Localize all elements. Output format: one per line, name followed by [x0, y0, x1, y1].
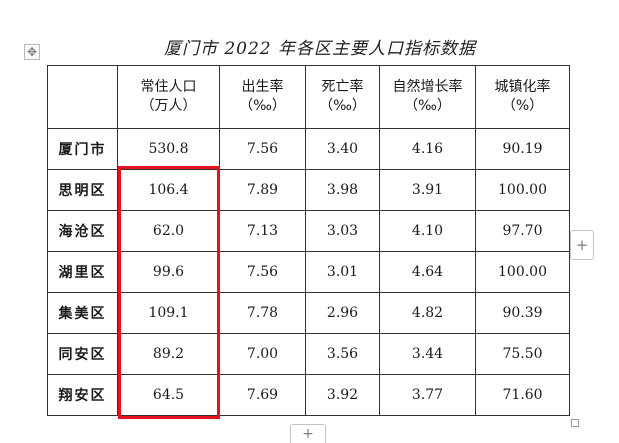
header-population-unit: （万人） — [140, 98, 197, 114]
header-population: 常住人口 （万人） — [117, 65, 220, 129]
urbanization-rate-cell: 71.60 — [475, 374, 570, 416]
growth-rate-cell: 3.44 — [379, 333, 476, 375]
growth-rate-cell: 4.64 — [379, 251, 476, 293]
table-row: 翔安区 64.5 7.69 3.92 3.77 71.60 — [47, 374, 570, 416]
table-row: 湖里区 99.6 7.56 3.01 4.64 100.00 — [47, 251, 570, 293]
death-rate-cell: 3.56 — [305, 333, 380, 375]
district-name-cell: 翔安区 — [47, 374, 118, 416]
district-name-cell: 同安区 — [47, 333, 118, 375]
urbanization-rate-cell: 100.00 — [475, 251, 570, 293]
header-birth-rate: 出生率 （‰） — [219, 65, 306, 129]
header-corner-cell — [47, 65, 118, 129]
population-table: 常住人口 （万人） 出生率 （‰） 死亡率 （‰） 自然增长率 （‰） 城镇化率… — [47, 65, 570, 416]
header-death-rate: 死亡率 （‰） — [305, 65, 380, 129]
header-birth-rate-unit: （‰） — [239, 98, 286, 114]
table-row: 海沧区 62.0 7.13 3.03 4.10 97.70 — [47, 210, 570, 252]
district-name-cell: 湖里区 — [47, 251, 118, 293]
district-name-cell: 思明区 — [47, 169, 118, 211]
death-rate-cell: 3.03 — [305, 210, 380, 252]
urbanization-rate-cell: 90.19 — [475, 128, 570, 170]
urbanization-rate-cell: 97.70 — [475, 210, 570, 252]
table-move-handle[interactable]: ✥ — [24, 44, 40, 60]
header-urbanization-rate-title: 城镇化率 — [494, 79, 551, 95]
death-rate-cell: 3.01 — [305, 251, 380, 293]
growth-rate-cell: 3.91 — [379, 169, 476, 211]
urbanization-rate-cell: 100.00 — [475, 169, 570, 211]
urbanization-rate-cell: 75.50 — [475, 333, 570, 375]
population-cell: 89.2 — [117, 333, 220, 375]
death-rate-cell: 3.92 — [305, 374, 380, 416]
district-name-cell: 海沧区 — [47, 210, 118, 252]
district-name-cell: 厦门市 — [47, 128, 118, 170]
district-name-cell: 集美区 — [47, 292, 118, 334]
death-rate-cell: 3.40 — [305, 128, 380, 170]
birth-rate-cell: 7.89 — [219, 169, 306, 211]
table-row: 集美区 109.1 7.78 2.96 4.82 90.39 — [47, 292, 570, 334]
population-cell: 106.4 — [117, 169, 220, 211]
population-cell: 62.0 — [117, 210, 220, 252]
add-column-button[interactable]: + — [570, 230, 594, 260]
birth-rate-cell: 7.56 — [219, 128, 306, 170]
header-death-rate-title: 死亡率 — [321, 79, 364, 95]
birth-rate-cell: 7.56 — [219, 251, 306, 293]
population-cell: 99.6 — [117, 251, 220, 293]
header-growth-rate: 自然增长率 （‰） — [379, 65, 476, 129]
birth-rate-cell: 7.00 — [219, 333, 306, 375]
population-cell: 109.1 — [117, 292, 220, 334]
table-row: 同安区 89.2 7.00 3.56 3.44 75.50 — [47, 333, 570, 375]
table-resize-handle[interactable] — [571, 419, 579, 427]
header-urbanization-rate: 城镇化率 （%） — [475, 65, 570, 129]
birth-rate-cell: 7.13 — [219, 210, 306, 252]
growth-rate-cell: 4.82 — [379, 292, 476, 334]
add-row-button[interactable]: + — [290, 424, 326, 443]
table-header-row: 常住人口 （万人） 出生率 （‰） 死亡率 （‰） 自然增长率 （‰） 城镇化率… — [47, 65, 570, 129]
table-row: 思明区 106.4 7.89 3.98 3.91 100.00 — [47, 169, 570, 211]
growth-rate-cell: 3.77 — [379, 374, 476, 416]
table-row: 厦门市 530.8 7.56 3.40 4.16 90.19 — [47, 128, 570, 170]
birth-rate-cell: 7.69 — [219, 374, 306, 416]
header-growth-rate-title: 自然增长率 — [392, 79, 463, 95]
header-growth-rate-unit: （‰） — [404, 98, 451, 114]
growth-rate-cell: 4.16 — [379, 128, 476, 170]
population-cell: 64.5 — [117, 374, 220, 416]
death-rate-cell: 2.96 — [305, 292, 380, 334]
growth-rate-cell: 4.10 — [379, 210, 476, 252]
header-urbanization-rate-unit: （%） — [501, 98, 544, 114]
header-population-title: 常住人口 — [140, 79, 197, 95]
header-birth-rate-title: 出生率 — [241, 79, 284, 95]
document-title: 厦门市 2022 年各区主要人口指标数据 — [163, 39, 477, 59]
birth-rate-cell: 7.78 — [219, 292, 306, 334]
death-rate-cell: 3.98 — [305, 169, 380, 211]
population-cell: 530.8 — [117, 128, 220, 170]
header-death-rate-unit: （‰） — [319, 98, 366, 114]
urbanization-rate-cell: 90.39 — [475, 292, 570, 334]
